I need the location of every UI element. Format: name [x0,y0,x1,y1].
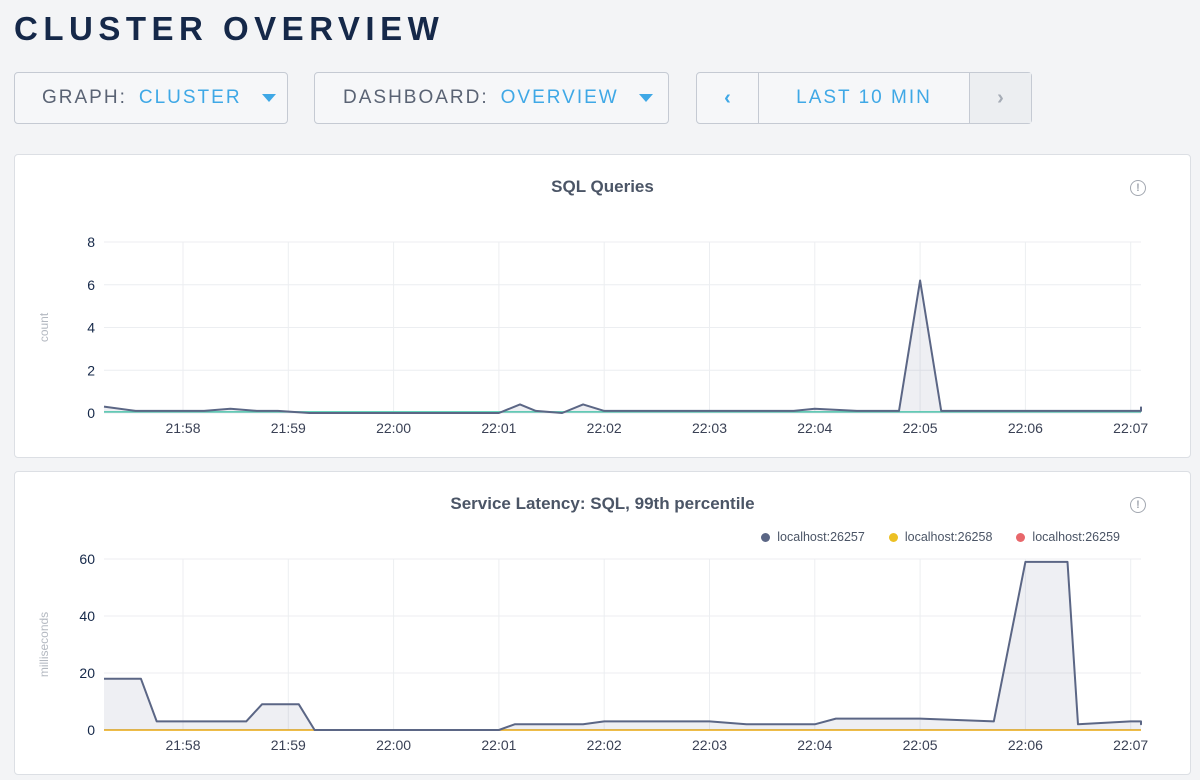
x-tick-label: 22:05 [903,737,938,753]
y-tick-label: 2 [87,362,95,378]
y-tick-label: 0 [87,722,95,738]
x-tick-label: 22:02 [587,737,622,753]
series-line [104,560,1142,731]
y-tick-label: 8 [87,234,95,250]
dashboard-dropdown[interactable]: DASHBOARD: OVERVIEW [314,72,669,124]
time-range-label[interactable]: LAST 10 MIN [796,87,932,108]
y-tick-label: 60 [79,551,95,567]
dashboard-dropdown-label: DASHBOARD: [343,87,489,108]
info-icon[interactable]: ! [1130,497,1146,513]
legend-dot [761,532,771,542]
legend-item: localhost:26258 [888,530,993,544]
x-tick-label: 21:58 [165,420,200,436]
service-latency-chart: 0 20 40 60 21:58 21:59 22:00 22:01 22:02 22:03 22:… [37,551,1148,753]
chart-title: SQL Queries [551,177,654,196]
y-tick-label: 6 [87,277,95,293]
chevron-right-icon: › [997,86,1004,109]
x-tick-label: 22:03 [692,737,727,753]
caret-down-icon [638,94,653,102]
legend-dot [1016,532,1026,542]
x-tick-label: 21:58 [165,737,200,753]
chart-title: Service Latency: SQL, 99th percentile [450,494,755,513]
x-tick-label: 22:03 [692,420,727,436]
x-tick-label: 22:04 [797,737,832,753]
caret-down-icon [261,94,276,102]
dashboard-dropdown-value: OVERVIEW [500,87,619,108]
x-tick-label: 22:07 [1113,737,1148,753]
time-prev-button[interactable]: ‹ [697,73,759,123]
sql-queries-chart: 0 2 4 6 8 21:58 21:59 22:00 22:01 22:02 22:03 22:04… [37,234,1148,436]
legend-label: localhost:26259 [1032,530,1120,544]
chevron-left-icon: ‹ [724,86,731,109]
y-tick-label: 4 [87,320,95,336]
y-axis-label: count [37,312,51,342]
graph-dropdown-label: GRAPH: [42,87,127,108]
x-tick-label: 22:04 [797,420,832,436]
x-tick-label: 22:02 [587,420,622,436]
legend-dot [888,532,898,542]
x-tick-label: 22:01 [481,737,516,753]
legend-label: localhost:26258 [904,530,993,544]
y-tick-label: 40 [79,608,95,624]
x-tick-label: 22:06 [1008,420,1043,436]
page-title: CLUSTER OVERVIEW [14,10,445,47]
x-tick-label: 21:59 [271,420,306,436]
sql-queries-panel: SQL Queries ! 0 2 4 6 8 21:58 21:59 22:00 22:01 2… [14,154,1191,458]
x-tick-label: 22:00 [376,737,411,753]
series-area [104,280,1141,413]
x-tick-label: 22:07 [1113,420,1148,436]
graph-dropdown-value: CLUSTER [138,87,242,108]
legend-label: localhost:26257 [777,530,865,544]
series-area [104,561,1141,730]
y-tick-label: 20 [79,665,95,681]
time-range-selector: ‹ LAST 10 MIN › [696,72,1032,124]
legend-item: localhost:26257 [761,530,865,544]
x-tick-label: 22:01 [481,420,516,436]
y-axis-label: milliseconds [37,612,51,677]
chart-legend: localhost:26257 localhost:26258 localhos… [761,530,1120,544]
series-line [103,279,1142,414]
y-tick-label: 0 [87,405,95,421]
info-icon[interactable]: ! [1130,180,1146,196]
x-tick-label: 22:00 [376,420,411,436]
legend-item: localhost:26259 [1016,530,1120,544]
x-tick-label: 22:05 [903,420,938,436]
service-latency-panel: Service Latency: SQL, 99th percentile ! … [14,471,1191,775]
x-tick-label: 21:59 [271,737,306,753]
time-next-button[interactable]: › [969,73,1031,123]
x-tick-label: 22:06 [1008,737,1043,753]
graph-dropdown[interactable]: GRAPH: CLUSTER [14,72,288,124]
